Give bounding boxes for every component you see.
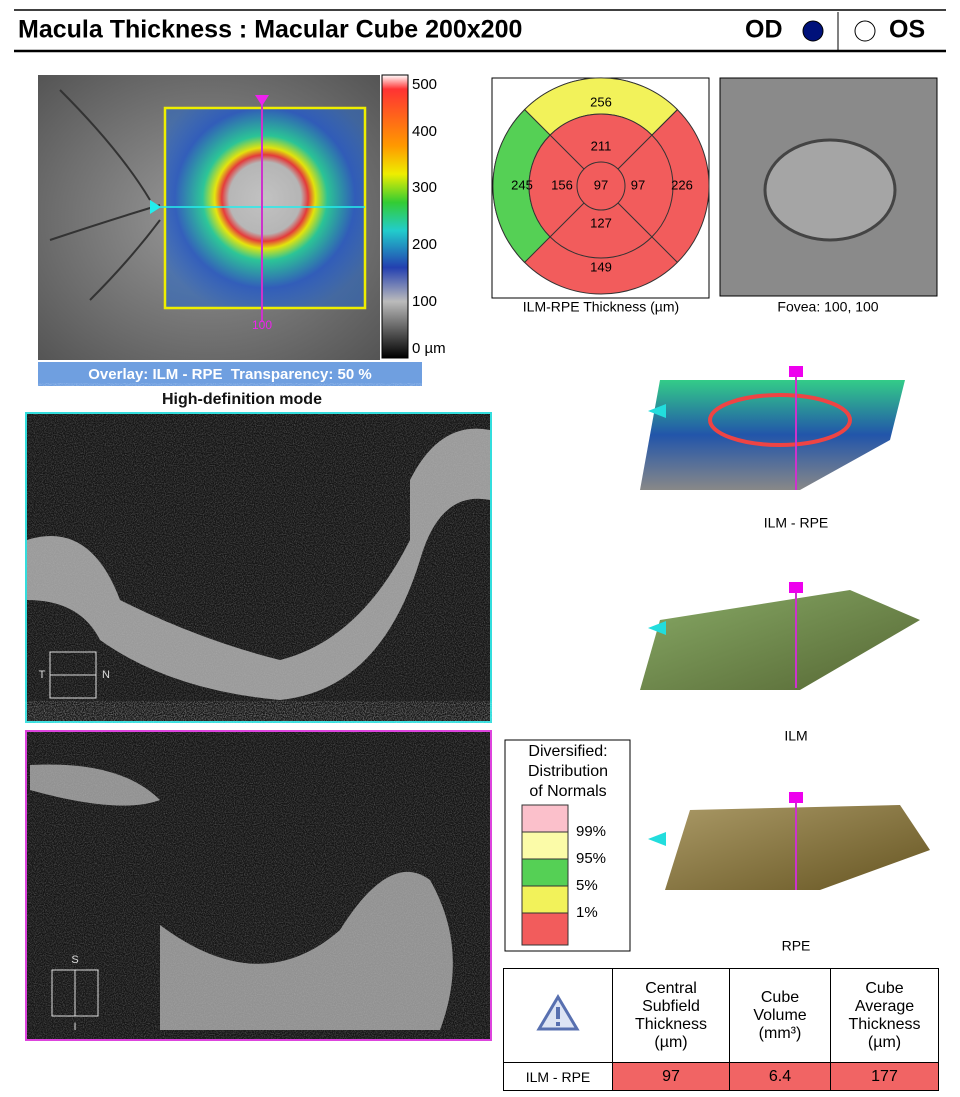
header-row: Central Subfield Thickness (µm) Cube Vol… (503, 968, 939, 1063)
legend-level: 5% (576, 877, 598, 894)
orientation-label: T (39, 669, 46, 681)
legend-level: 99% (576, 823, 606, 840)
legend-title: of Normals (529, 783, 606, 800)
summary-table: Central Subfield Thickness (µm) Cube Vol… (503, 968, 939, 1091)
lesion (763, 138, 897, 242)
render-detail (708, 393, 852, 447)
os-label: OS (889, 16, 925, 44)
legend-swatch (521, 885, 569, 914)
fovea-caption: Fovea: 100, 100 (777, 299, 878, 315)
render-marker (789, 792, 803, 803)
cell: 177 (830, 1062, 939, 1091)
mode-label: High-definition mode (162, 391, 322, 408)
header-cell: Central Subfield Thickness (µm) (612, 968, 730, 1063)
frame (25, 412, 492, 723)
vessels (49, 89, 161, 301)
marker (255, 95, 269, 106)
scale-label: 300 (412, 179, 437, 196)
legend-swatch (521, 858, 569, 887)
etdrs-value: 211 (591, 138, 612, 153)
od-dot (802, 20, 824, 42)
etdrs-value: 149 (590, 259, 612, 274)
retina-band (27, 428, 490, 700)
legend-swatch (521, 831, 569, 860)
render-rpe (665, 805, 930, 890)
marker-label: 100 (252, 318, 272, 332)
warning-icon (536, 994, 580, 1031)
render-marker (648, 621, 666, 635)
orientation-label: I (73, 1021, 76, 1033)
legend-swatch (521, 804, 569, 833)
etdrs-divider (549, 109, 678, 263)
render-marker (789, 366, 803, 377)
render-ilm (640, 590, 920, 690)
legend-level: 1% (576, 904, 598, 921)
legend-title: Distribution (528, 763, 608, 780)
scale-label: 100 (412, 293, 437, 310)
thickness-overlay (165, 108, 365, 308)
etdrs-value: 226 (671, 177, 693, 192)
etdrs-value: 156 (551, 177, 573, 192)
scale-label: 200 (412, 236, 437, 253)
title: Macula Thickness : Macular Cube 200x200 (18, 16, 522, 44)
frame (25, 730, 492, 1041)
overlay-text: Overlay: ILM - RPE Transparency: 50 % (88, 366, 371, 383)
etdrs-value: 97 (594, 177, 608, 192)
row-label: ILM - RPE (503, 1062, 613, 1091)
header-cell: Cube Average Thickness (µm) (830, 968, 939, 1063)
cell: 6.4 (729, 1062, 831, 1091)
data-row: ILM - RPE 97 6.4 177 (503, 1062, 939, 1091)
render-label: ILM (784, 728, 807, 744)
etdrs-value: 245 (511, 177, 533, 192)
color-scale (381, 74, 409, 359)
render-label: RPE (782, 938, 811, 954)
etdrs-center (576, 161, 626, 211)
etdrs-caption: ILM-RPE Thickness (µm) (523, 299, 679, 315)
retina-band (30, 764, 453, 1030)
legend-swatch (521, 912, 569, 946)
legend-level: 95% (576, 850, 606, 867)
legend-title: Diversified: (528, 743, 607, 760)
orientation-label: S (71, 954, 78, 966)
render-marker (789, 582, 803, 593)
overlay-bar (38, 362, 422, 386)
od-label: OD (745, 16, 783, 44)
os-dot (854, 20, 876, 42)
header-cell: Cube Volume (mm³) (729, 968, 831, 1063)
warning-cell (503, 968, 613, 1063)
scan-box (163, 106, 367, 310)
scale-label: 500 (412, 76, 437, 93)
orientation-label: N (102, 669, 110, 681)
scale-label: 400 (412, 123, 437, 140)
render-label: ILM - RPE (764, 515, 829, 531)
render-marker (648, 832, 666, 846)
etdrs-value: 97 (631, 177, 645, 192)
render-marker (648, 404, 666, 418)
cell: 97 (612, 1062, 730, 1091)
scale-label: 0 µm (412, 340, 446, 357)
marker (150, 200, 161, 214)
etdrs-value: 256 (590, 94, 612, 109)
etdrs-value: 127 (590, 215, 612, 230)
